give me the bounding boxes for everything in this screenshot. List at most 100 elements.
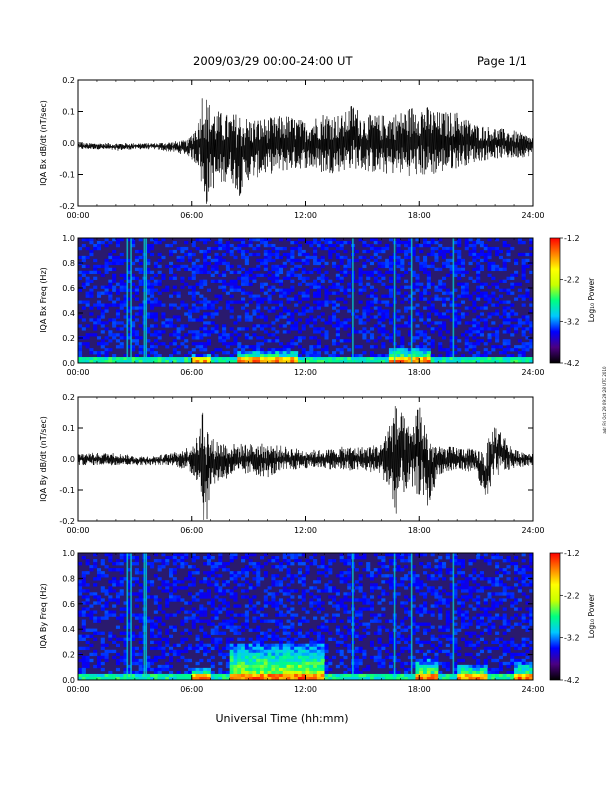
spectrogram-cell (275, 655, 280, 660)
spectrogram-cell (381, 294, 386, 298)
spectrogram-cell (517, 571, 522, 575)
spectrogram-cell (161, 553, 166, 557)
spectrogram-cell (115, 297, 121, 301)
spectrogram-cell (180, 357, 185, 361)
spectrogram-cell (134, 255, 139, 260)
spectrogram-cell (514, 598, 519, 602)
spectrogram-cell (180, 342, 185, 346)
spectrogram-cell (301, 270, 306, 275)
spectrogram-cell (369, 604, 375, 608)
spectrogram-cell (153, 318, 158, 322)
spectrogram-cell (85, 279, 90, 283)
spectrogram-cell (381, 315, 386, 319)
spectrogram-cell (369, 315, 375, 319)
spectrogram-cell (476, 267, 481, 272)
spectrogram-cell (153, 616, 158, 620)
spectrogram-cell (476, 553, 481, 557)
spectrogram-cell (442, 327, 447, 331)
spectrogram-cell (442, 661, 447, 666)
spectrogram-cell (123, 640, 128, 645)
spectrogram-cell (517, 339, 522, 343)
spectrogram-cell (248, 664, 253, 669)
spectrogram-cell (172, 598, 177, 602)
spectrogram-cell (115, 333, 121, 337)
spectrogram-cell (146, 556, 151, 560)
spectrogram-cell (195, 634, 200, 638)
spectrogram-cell (244, 655, 249, 660)
spectrogram-cell (297, 312, 303, 316)
spectrogram-cell (457, 613, 462, 617)
spectrogram-cell (476, 240, 481, 245)
spectrogram-cell (237, 351, 242, 355)
spectrogram-cell (180, 607, 185, 611)
spectrogram-cell (290, 667, 295, 672)
spectrogram-cell (423, 291, 428, 295)
spectrogram-cell (354, 330, 359, 334)
spectrogram-cell (491, 583, 496, 587)
spectrogram-cell (89, 628, 94, 632)
spectrogram-cell (335, 601, 340, 605)
spectrogram-cell (187, 646, 193, 651)
spectrogram-cell (453, 589, 458, 593)
colorbar-tick-label: -3.2 (564, 317, 580, 326)
spectrogram-cell (502, 592, 507, 596)
spectrogram-cell (267, 658, 272, 663)
spectrogram-cell (434, 604, 439, 608)
spectrogram-cell (100, 360, 105, 364)
spectrogram-cell (521, 258, 526, 263)
spectrogram-cell (282, 357, 287, 361)
spectrogram-cell (415, 288, 420, 292)
spectrogram-cell (267, 652, 272, 657)
spectrogram-cell (339, 276, 344, 280)
spectrogram-cell (184, 601, 189, 605)
spectrogram-cell (263, 562, 268, 566)
spectrogram-cell (260, 312, 265, 316)
spectrogram-cell (282, 649, 287, 654)
spectrogram-cell (476, 625, 481, 629)
spectrogram-cell (415, 324, 420, 328)
spectrogram-cell (487, 333, 492, 337)
spectrogram-cell (396, 592, 401, 596)
spectrogram-cell (305, 354, 310, 358)
spectrogram-cell (313, 649, 318, 654)
spectrogram-cell (521, 315, 526, 319)
spectrogram-cell (203, 264, 208, 269)
spectrogram-cell (134, 658, 139, 663)
spectrogram-cell (328, 619, 333, 623)
spectrogram-cell (157, 586, 162, 590)
spectrogram-cell (426, 279, 431, 283)
spectrogram-cell (506, 592, 511, 596)
spectrogram-cell (381, 330, 386, 334)
spectrogram-cell (381, 592, 386, 596)
spectrogram-cell (150, 243, 155, 248)
spectrogram-cell (229, 252, 234, 257)
spectrogram-cell (127, 309, 132, 313)
spectrogram-cell (411, 357, 416, 361)
spectrogram-cell (457, 240, 462, 245)
spectrogram-cell (115, 258, 121, 263)
spectrogram-cell (237, 345, 242, 349)
spectrogram-cell (525, 357, 530, 361)
spectrogram-cell (252, 360, 257, 364)
spectrogram-cell (498, 279, 503, 283)
spectrogram-cell (498, 315, 503, 319)
spectrogram-cell (385, 565, 390, 569)
spectrogram-cell (491, 658, 496, 663)
spectrogram-cell (214, 568, 219, 572)
spectrogram-cell (320, 607, 325, 611)
spectrogram-cell (457, 667, 462, 672)
spectrogram-cell (502, 288, 507, 292)
spectrogram-cell (476, 667, 481, 672)
spectrogram-cell (495, 303, 500, 307)
spectrogram-cell (313, 595, 318, 599)
spectrogram-cell (127, 670, 132, 675)
spectrogram-cell (81, 571, 86, 575)
spectrogram-cell (328, 321, 333, 325)
spectrogram-cell (381, 324, 386, 328)
spectrogram-cell (445, 664, 450, 669)
spectrogram-cell (510, 291, 515, 295)
spectrogram-cell (297, 345, 303, 349)
y-tick-label: 0.4 (62, 309, 75, 318)
spectrogram-cell (407, 348, 412, 352)
spectrogram-cell (267, 351, 272, 355)
